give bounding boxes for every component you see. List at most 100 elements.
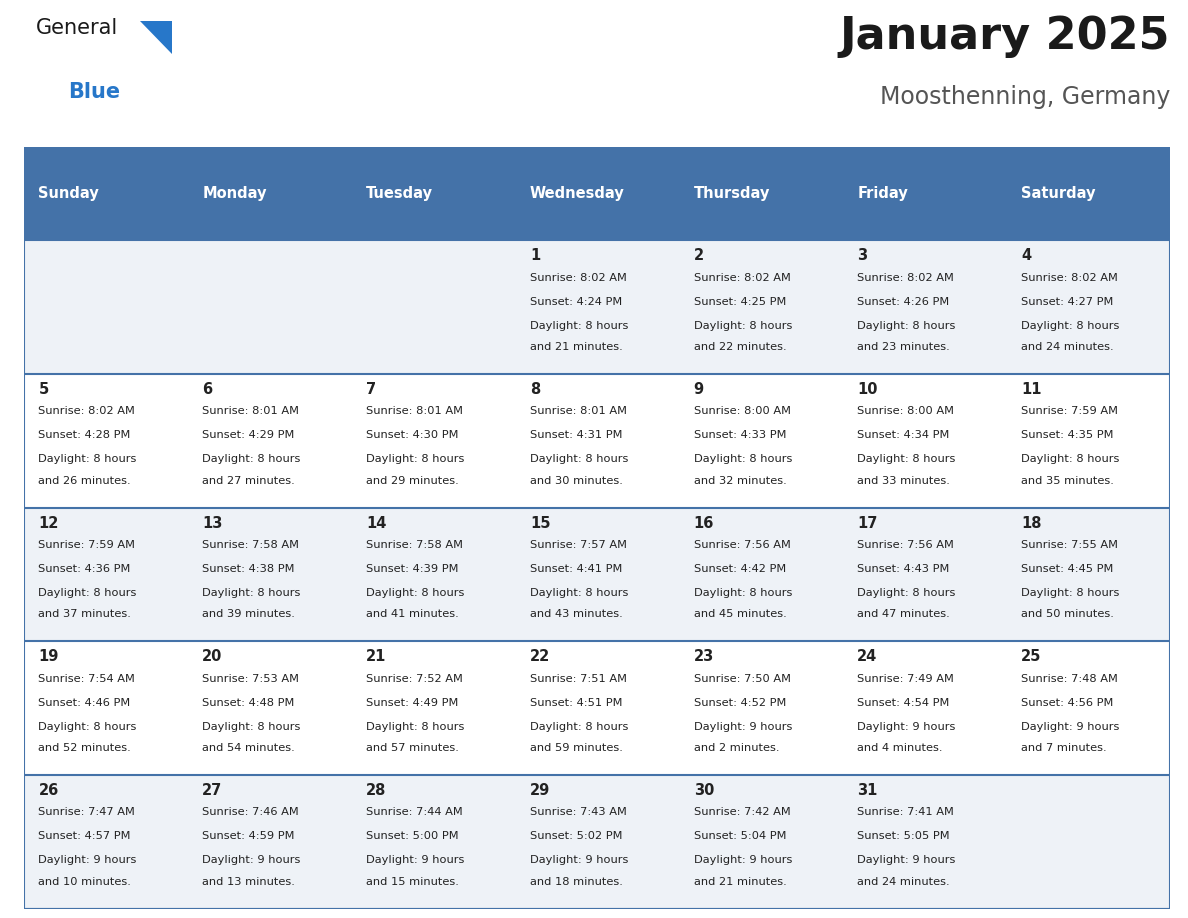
Text: Sunrise: 7:46 AM: Sunrise: 7:46 AM bbox=[202, 807, 299, 817]
Text: and 24 minutes.: and 24 minutes. bbox=[858, 877, 950, 887]
Text: Sunrise: 7:59 AM: Sunrise: 7:59 AM bbox=[1022, 406, 1118, 416]
Text: Sunset: 4:38 PM: Sunset: 4:38 PM bbox=[202, 564, 295, 574]
Text: Sunrise: 7:48 AM: Sunrise: 7:48 AM bbox=[1022, 674, 1118, 684]
Text: Blue: Blue bbox=[68, 83, 120, 102]
Text: Sunrise: 7:49 AM: Sunrise: 7:49 AM bbox=[858, 674, 954, 684]
Text: and 18 minutes.: and 18 minutes. bbox=[530, 877, 623, 887]
Text: Sunset: 4:56 PM: Sunset: 4:56 PM bbox=[1022, 698, 1113, 708]
Text: Sunrise: 7:42 AM: Sunrise: 7:42 AM bbox=[694, 807, 790, 817]
Text: Daylight: 8 hours: Daylight: 8 hours bbox=[530, 588, 628, 598]
Text: Sunset: 4:39 PM: Sunset: 4:39 PM bbox=[366, 564, 459, 574]
Text: Daylight: 8 hours: Daylight: 8 hours bbox=[1022, 454, 1119, 465]
Text: Sunrise: 8:02 AM: Sunrise: 8:02 AM bbox=[694, 273, 790, 283]
Text: Sunset: 4:52 PM: Sunset: 4:52 PM bbox=[694, 698, 786, 708]
Text: 15: 15 bbox=[530, 516, 550, 531]
Text: Sunset: 4:24 PM: Sunset: 4:24 PM bbox=[530, 297, 623, 307]
Text: Sunset: 4:57 PM: Sunset: 4:57 PM bbox=[38, 832, 131, 841]
Text: Sunrise: 7:58 AM: Sunrise: 7:58 AM bbox=[202, 540, 299, 550]
Text: Daylight: 8 hours: Daylight: 8 hours bbox=[38, 454, 137, 465]
Text: Daylight: 8 hours: Daylight: 8 hours bbox=[530, 454, 628, 465]
Text: 28: 28 bbox=[366, 783, 386, 798]
Text: Sunset: 4:51 PM: Sunset: 4:51 PM bbox=[530, 698, 623, 708]
Bar bbox=[24, 147, 188, 241]
Text: Sunset: 4:26 PM: Sunset: 4:26 PM bbox=[858, 297, 949, 307]
Text: Daylight: 8 hours: Daylight: 8 hours bbox=[1022, 588, 1119, 598]
Text: Daylight: 8 hours: Daylight: 8 hours bbox=[366, 722, 465, 732]
Text: January 2025: January 2025 bbox=[840, 15, 1170, 58]
Text: 14: 14 bbox=[366, 516, 386, 531]
Bar bbox=[678, 147, 842, 241]
Text: Sunset: 4:48 PM: Sunset: 4:48 PM bbox=[202, 698, 295, 708]
Text: 23: 23 bbox=[694, 650, 714, 665]
Text: Daylight: 8 hours: Daylight: 8 hours bbox=[202, 588, 301, 598]
Text: Sunrise: 8:02 AM: Sunrise: 8:02 AM bbox=[858, 273, 954, 283]
Text: and 29 minutes.: and 29 minutes. bbox=[366, 476, 459, 486]
Text: and 59 minutes.: and 59 minutes. bbox=[530, 743, 623, 753]
Text: Sunrise: 7:43 AM: Sunrise: 7:43 AM bbox=[530, 807, 627, 817]
Text: Sunrise: 8:02 AM: Sunrise: 8:02 AM bbox=[38, 406, 135, 416]
Text: and 7 minutes.: and 7 minutes. bbox=[1022, 743, 1107, 753]
Text: Daylight: 8 hours: Daylight: 8 hours bbox=[366, 588, 465, 598]
Text: Daylight: 8 hours: Daylight: 8 hours bbox=[694, 588, 792, 598]
Text: Sunset: 4:36 PM: Sunset: 4:36 PM bbox=[38, 564, 131, 574]
Text: 27: 27 bbox=[202, 783, 222, 798]
Text: and 47 minutes.: and 47 minutes. bbox=[858, 610, 950, 620]
Text: Sunset: 4:45 PM: Sunset: 4:45 PM bbox=[1022, 564, 1113, 574]
Text: 1: 1 bbox=[530, 249, 541, 263]
Text: Daylight: 8 hours: Daylight: 8 hours bbox=[202, 454, 301, 465]
Text: and 43 minutes.: and 43 minutes. bbox=[530, 610, 623, 620]
Text: Daylight: 9 hours: Daylight: 9 hours bbox=[530, 856, 628, 866]
Text: and 15 minutes.: and 15 minutes. bbox=[366, 877, 459, 887]
Text: and 37 minutes.: and 37 minutes. bbox=[38, 610, 132, 620]
Text: Sunrise: 8:01 AM: Sunrise: 8:01 AM bbox=[530, 406, 627, 416]
Text: and 50 minutes.: and 50 minutes. bbox=[1022, 610, 1114, 620]
Text: Sunrise: 7:55 AM: Sunrise: 7:55 AM bbox=[1022, 540, 1118, 550]
Bar bbox=[24, 775, 1170, 909]
Text: and 41 minutes.: and 41 minutes. bbox=[366, 610, 459, 620]
Text: Sunset: 4:42 PM: Sunset: 4:42 PM bbox=[694, 564, 785, 574]
Text: 12: 12 bbox=[38, 516, 59, 531]
Text: Daylight: 8 hours: Daylight: 8 hours bbox=[1022, 320, 1119, 330]
Text: 13: 13 bbox=[202, 516, 222, 531]
Text: Sunset: 5:04 PM: Sunset: 5:04 PM bbox=[694, 832, 786, 841]
Text: Sunrise: 8:00 AM: Sunrise: 8:00 AM bbox=[694, 406, 790, 416]
Text: Daylight: 8 hours: Daylight: 8 hours bbox=[38, 722, 137, 732]
Text: Daylight: 9 hours: Daylight: 9 hours bbox=[858, 722, 956, 732]
Text: Sunset: 4:29 PM: Sunset: 4:29 PM bbox=[202, 431, 295, 441]
Text: and 23 minutes.: and 23 minutes. bbox=[858, 342, 950, 352]
Text: and 21 minutes.: and 21 minutes. bbox=[530, 342, 623, 352]
Text: Sunrise: 8:01 AM: Sunrise: 8:01 AM bbox=[366, 406, 463, 416]
Bar bbox=[24, 642, 1170, 775]
Text: Saturday: Saturday bbox=[1022, 186, 1095, 201]
Text: Sunset: 4:33 PM: Sunset: 4:33 PM bbox=[694, 431, 786, 441]
Text: Daylight: 9 hours: Daylight: 9 hours bbox=[202, 856, 301, 866]
Text: Sunrise: 7:56 AM: Sunrise: 7:56 AM bbox=[858, 540, 954, 550]
Text: and 4 minutes.: and 4 minutes. bbox=[858, 743, 943, 753]
Text: Daylight: 9 hours: Daylight: 9 hours bbox=[694, 722, 792, 732]
Text: Sunrise: 7:50 AM: Sunrise: 7:50 AM bbox=[694, 674, 790, 684]
Text: 5: 5 bbox=[38, 382, 49, 397]
Text: Sunrise: 7:54 AM: Sunrise: 7:54 AM bbox=[38, 674, 135, 684]
Text: 30: 30 bbox=[694, 783, 714, 798]
Text: Daylight: 9 hours: Daylight: 9 hours bbox=[858, 856, 956, 866]
Text: Daylight: 8 hours: Daylight: 8 hours bbox=[858, 454, 956, 465]
Text: Sunrise: 7:44 AM: Sunrise: 7:44 AM bbox=[366, 807, 463, 817]
Text: and 27 minutes.: and 27 minutes. bbox=[202, 476, 295, 486]
Text: and 10 minutes.: and 10 minutes. bbox=[38, 877, 132, 887]
Text: Sunday: Sunday bbox=[38, 186, 100, 201]
Text: Sunrise: 7:57 AM: Sunrise: 7:57 AM bbox=[530, 540, 627, 550]
Polygon shape bbox=[140, 20, 172, 54]
Bar bbox=[24, 375, 1170, 508]
Text: Wednesday: Wednesday bbox=[530, 186, 625, 201]
Text: Sunset: 4:41 PM: Sunset: 4:41 PM bbox=[530, 564, 623, 574]
Text: Sunset: 5:00 PM: Sunset: 5:00 PM bbox=[366, 832, 459, 841]
Text: Sunrise: 7:58 AM: Sunrise: 7:58 AM bbox=[366, 540, 463, 550]
Text: Sunset: 4:31 PM: Sunset: 4:31 PM bbox=[530, 431, 623, 441]
Text: 6: 6 bbox=[202, 382, 213, 397]
Text: Sunset: 4:25 PM: Sunset: 4:25 PM bbox=[694, 297, 786, 307]
Text: Sunset: 4:46 PM: Sunset: 4:46 PM bbox=[38, 698, 131, 708]
Bar bbox=[516, 147, 678, 241]
Text: Sunrise: 8:02 AM: Sunrise: 8:02 AM bbox=[1022, 273, 1118, 283]
Text: Daylight: 9 hours: Daylight: 9 hours bbox=[694, 856, 792, 866]
Text: 4: 4 bbox=[1022, 249, 1031, 263]
